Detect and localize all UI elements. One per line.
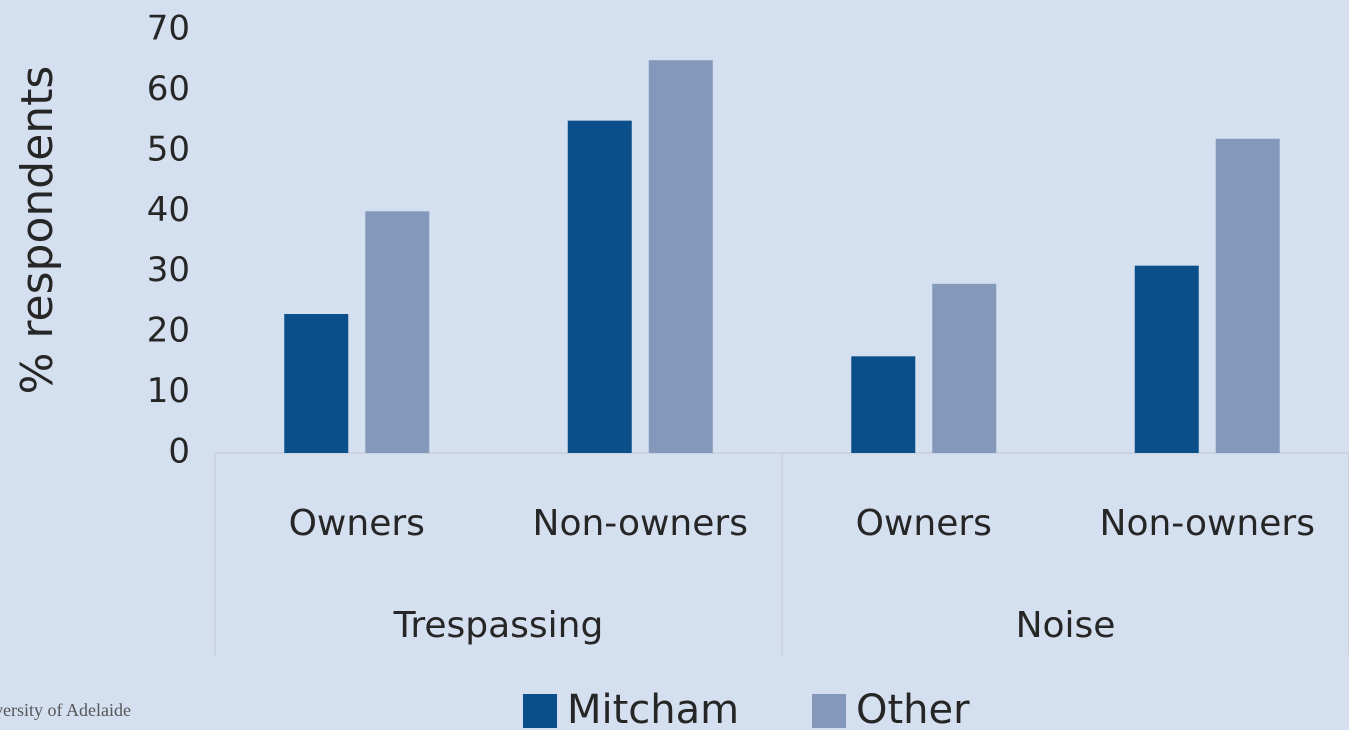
y-tick-label: 30 [147, 250, 190, 290]
bar [365, 211, 429, 453]
x-tick-label: Non-owners [533, 503, 748, 544]
page: % respondents versity of Adelaide 0 10 20 3… [0, 0, 1349, 730]
legend-swatch [523, 694, 557, 728]
footer: versity of Adelaide [0, 700, 131, 720]
bar [932, 284, 996, 453]
group-label: Trespassing [393, 605, 604, 646]
bar [1216, 139, 1280, 453]
group-label: Noise [1016, 605, 1116, 646]
y-tick-label: 60 [147, 69, 190, 109]
legend-swatch [812, 694, 846, 728]
legend-label: Mitcham [567, 687, 739, 730]
y-tick-label: 40 [147, 190, 190, 230]
y-axis-title: % respondents [12, 66, 63, 395]
y-tick-label: 10 [147, 371, 190, 411]
bar [649, 60, 713, 453]
bar [284, 314, 348, 453]
bar [851, 356, 915, 453]
y-tick-label: 70 [147, 9, 190, 49]
y-tick-label: 20 [147, 311, 190, 351]
x-tick-label: Owners [856, 503, 992, 544]
legend-label: Other [856, 687, 970, 730]
y-tick-label: 50 [147, 129, 190, 169]
y-tick-label: 0 [168, 432, 190, 472]
x-tick-label: Non-owners [1100, 503, 1315, 544]
chart: % respondents versity of Adelaide 0 10 20 3… [0, 0, 1349, 730]
bar [568, 121, 632, 453]
x-tick-label: Owners [289, 503, 425, 544]
bar [1135, 266, 1199, 453]
